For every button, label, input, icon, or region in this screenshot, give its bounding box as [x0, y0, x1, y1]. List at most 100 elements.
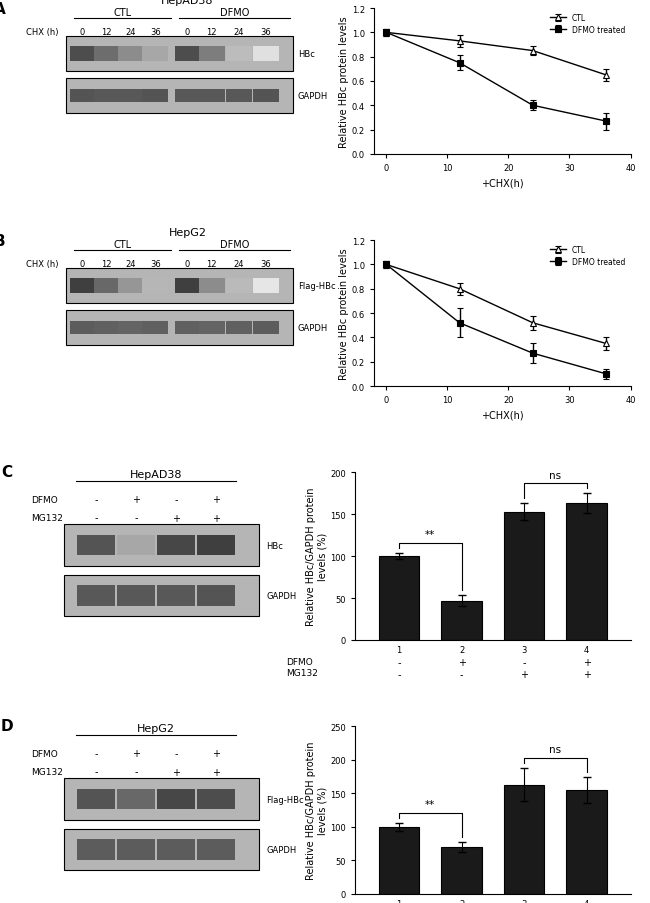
Bar	[199, 47, 225, 61]
Text: 24: 24	[125, 28, 136, 37]
Bar	[198, 840, 235, 860]
Text: 12: 12	[101, 28, 112, 37]
Text: 24: 24	[125, 260, 136, 269]
Bar	[118, 321, 144, 335]
Bar	[441, 600, 482, 640]
Text: MG132: MG132	[31, 514, 63, 523]
Text: DFMO: DFMO	[220, 239, 250, 249]
Text: +: +	[213, 749, 220, 759]
Bar	[66, 311, 292, 346]
Bar	[64, 525, 259, 566]
Bar	[378, 556, 419, 640]
Y-axis label: Relative HBc/GAPDH protein
levels (%): Relative HBc/GAPDH protein levels (%)	[306, 488, 328, 626]
Text: -: -	[94, 495, 98, 505]
Text: C: C	[1, 464, 12, 479]
Bar	[118, 586, 155, 606]
Text: 36: 36	[150, 260, 161, 269]
Text: -: -	[94, 749, 98, 759]
Legend: CTL, DFMO treated: CTL, DFMO treated	[549, 245, 627, 268]
Text: CTL: CTL	[114, 8, 132, 18]
Bar	[94, 279, 120, 293]
Bar	[142, 279, 168, 293]
Text: 12: 12	[207, 260, 217, 269]
Text: CHX (h): CHX (h)	[26, 28, 58, 37]
X-axis label: +CHX(h): +CHX(h)	[481, 178, 524, 188]
Bar	[504, 512, 545, 640]
Text: 36: 36	[260, 260, 271, 269]
Bar	[198, 789, 235, 809]
Text: ns: ns	[549, 470, 562, 480]
Text: MG132: MG132	[31, 768, 63, 777]
Text: GAPDH: GAPDH	[266, 845, 296, 854]
Text: B: B	[0, 234, 5, 248]
Text: **: **	[425, 530, 436, 540]
Bar	[226, 279, 252, 293]
Text: GAPDH: GAPDH	[298, 324, 328, 333]
Text: HepG2: HepG2	[168, 228, 207, 238]
Bar	[378, 827, 419, 894]
Text: HBc: HBc	[266, 541, 283, 550]
Bar	[157, 586, 195, 606]
Text: **: **	[425, 799, 436, 809]
Text: 0: 0	[80, 28, 85, 37]
Text: -: -	[174, 495, 178, 505]
Text: DFMO: DFMO	[31, 495, 58, 504]
Bar	[94, 90, 120, 103]
Text: +: +	[582, 670, 591, 680]
Bar	[94, 47, 120, 61]
Bar	[118, 789, 155, 809]
Bar	[157, 789, 195, 809]
Text: Flag-HBc: Flag-HBc	[266, 795, 304, 804]
Bar	[66, 79, 292, 114]
Text: CHX (h): CHX (h)	[26, 260, 58, 269]
Bar	[70, 321, 96, 335]
Text: -: -	[523, 657, 526, 667]
Text: A: A	[0, 2, 5, 17]
Bar	[504, 785, 545, 894]
Text: DFMO: DFMO	[286, 657, 313, 666]
Bar	[118, 535, 155, 555]
Text: D: D	[1, 718, 14, 733]
Text: GAPDH: GAPDH	[298, 92, 328, 101]
Bar	[175, 47, 200, 61]
Bar	[64, 829, 259, 870]
Bar	[157, 535, 195, 555]
Text: -: -	[397, 657, 400, 667]
Text: 0: 0	[80, 260, 85, 269]
Text: +: +	[213, 495, 220, 505]
Text: 0: 0	[185, 28, 190, 37]
Text: +: +	[172, 767, 180, 777]
Bar	[441, 847, 482, 894]
Text: 36: 36	[150, 28, 161, 37]
Bar	[199, 321, 225, 335]
Text: 0: 0	[185, 260, 190, 269]
Bar	[175, 279, 200, 293]
Bar	[64, 778, 259, 820]
Text: 12: 12	[207, 28, 217, 37]
Bar	[77, 586, 115, 606]
Bar	[226, 90, 252, 103]
Bar	[199, 279, 225, 293]
Bar	[94, 321, 120, 335]
Bar	[175, 321, 200, 335]
Text: MG132: MG132	[286, 669, 318, 678]
Text: -: -	[94, 767, 98, 777]
Text: -: -	[174, 749, 178, 759]
Text: +: +	[172, 513, 180, 523]
Bar	[198, 586, 235, 606]
Text: Flag-HBc: Flag-HBc	[298, 282, 335, 291]
Bar	[70, 90, 96, 103]
Bar	[253, 47, 279, 61]
Y-axis label: Relative HBc protein levels: Relative HBc protein levels	[339, 16, 349, 147]
Text: 24: 24	[233, 28, 244, 37]
Text: +: +	[458, 657, 465, 667]
Bar	[66, 268, 292, 303]
Text: CTL: CTL	[114, 239, 132, 249]
Y-axis label: Relative HBc protein levels: Relative HBc protein levels	[339, 248, 349, 379]
Text: ns: ns	[549, 745, 562, 755]
Text: -: -	[135, 767, 138, 777]
Bar	[118, 47, 144, 61]
Bar	[226, 47, 252, 61]
Text: +: +	[132, 749, 140, 759]
Text: HepAD38: HepAD38	[161, 0, 214, 6]
